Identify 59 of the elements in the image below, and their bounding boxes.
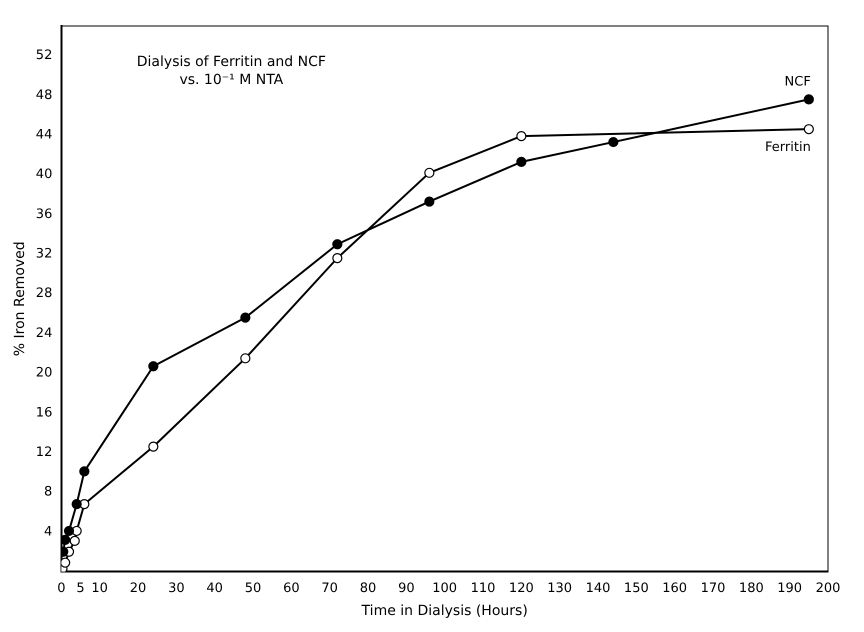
y-tick-label: 24	[36, 326, 52, 341]
point	[804, 94, 814, 105]
x-tick-label: 60	[283, 580, 300, 596]
x-tick-label: 140	[586, 580, 610, 596]
point	[70, 536, 80, 546]
point	[424, 196, 434, 207]
point	[148, 361, 158, 372]
y-tick-label: 20	[36, 366, 52, 381]
y-tick-label: 36	[36, 206, 52, 222]
x-tick-label: 80	[360, 580, 376, 596]
point	[64, 526, 74, 536]
x-tick-label: 30	[168, 580, 185, 596]
x-axis-title: Time in Dialysis (Hours)	[360, 603, 528, 620]
point	[72, 499, 82, 510]
point	[332, 253, 342, 264]
y-tick-label: 44	[36, 127, 52, 142]
x-tick-label: 40	[206, 580, 223, 596]
point	[240, 312, 250, 323]
y-tick-label: 16	[36, 405, 52, 420]
series-label: Ferritin	[765, 140, 811, 156]
point	[240, 353, 250, 364]
y-axis-title: % Iron Removed	[12, 241, 28, 356]
y-tick-label: 40	[36, 167, 52, 182]
y-tick-label: 28	[36, 286, 52, 302]
text: Dialysis of Ferritin and NCF vs. 10⁻¹ M NTA	[136, 54, 326, 88]
y-tick-label: 4	[44, 524, 52, 540]
x-tick-label: 190	[777, 580, 802, 596]
y-tick-label: 48	[36, 88, 52, 103]
x-tick-label: 200	[816, 580, 840, 596]
x-tick-label: 70	[321, 580, 338, 596]
point	[148, 442, 158, 452]
y-tick-label: 52	[36, 48, 52, 64]
point	[61, 558, 70, 568]
x-tick-label: 160	[662, 580, 688, 596]
x-tick-label: 90	[398, 580, 415, 596]
x-tick-label: 150	[624, 580, 649, 596]
point	[424, 168, 434, 178]
point	[516, 131, 526, 142]
y-tick-label: 12	[36, 444, 52, 460]
x-tick-label: 120	[508, 580, 534, 596]
point	[608, 136, 618, 148]
y-tick-label: 32	[36, 246, 52, 262]
x-tick-label: 100	[432, 580, 458, 596]
point	[61, 534, 70, 545]
point	[79, 466, 90, 477]
x-tick-label: 170	[700, 580, 726, 596]
point	[804, 124, 814, 134]
x-tick-label: 0	[57, 580, 66, 596]
x-tick-label: 180	[738, 580, 764, 596]
point	[516, 156, 526, 168]
x-tick-label: 5	[76, 580, 85, 596]
x-tick-label: 50	[244, 580, 262, 596]
x-tick-label: 110	[470, 580, 496, 596]
x-tick-label: 130	[547, 580, 572, 596]
x-tick-label: 20	[130, 580, 146, 596]
y-tick-label: 8	[44, 484, 52, 500]
point	[332, 239, 342, 250]
series-label: NCF	[784, 74, 811, 90]
x-tick-label: 10	[91, 580, 108, 596]
